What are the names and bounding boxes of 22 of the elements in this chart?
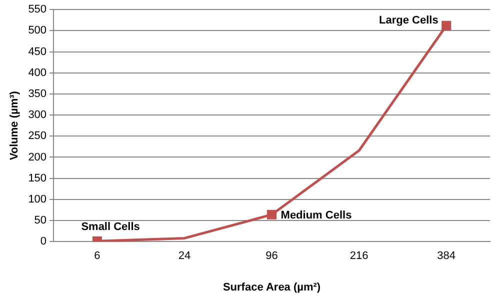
- y-tick-label: 450: [28, 46, 47, 58]
- y-tick-label: 200: [28, 151, 47, 164]
- x-tick-label: 216: [350, 250, 368, 262]
- y-tick-label: 0: [40, 236, 47, 248]
- x-tick-label: 96: [266, 250, 278, 262]
- y-tick-label: 400: [28, 66, 47, 79]
- y-tick-label: 250: [28, 130, 47, 142]
- x-tick-label: 24: [178, 250, 191, 262]
- y-tick-label: 300: [28, 109, 47, 122]
- y-tick-label: 50: [34, 214, 47, 227]
- y-tick-label: 100: [28, 193, 47, 206]
- y-tick-label: 350: [28, 88, 47, 100]
- y-tick-label: 550: [28, 4, 47, 16]
- annotation: Large Cells: [379, 14, 438, 27]
- x-tick-label: 384: [437, 250, 456, 262]
- x-axis-title: Surface Area (µm²): [222, 281, 321, 294]
- y-axis-title: Volume (µm³): [8, 90, 21, 160]
- annotation: Medium Cells: [280, 210, 352, 222]
- y-tick-label: 150: [28, 172, 47, 184]
- y-tick-label: 500: [28, 24, 47, 37]
- annotation: Small Cells: [81, 221, 140, 234]
- x-tick-label: 6: [94, 250, 100, 262]
